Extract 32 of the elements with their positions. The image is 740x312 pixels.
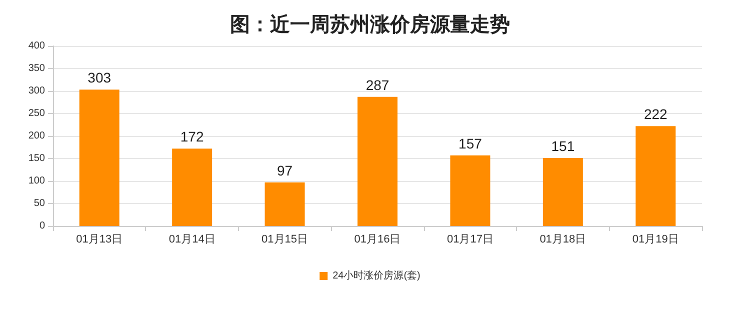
bar: [172, 148, 212, 226]
data-label: 287: [366, 76, 390, 93]
y-tick-label: 100: [28, 176, 46, 186]
x-tick-label: 01月14日: [168, 234, 216, 246]
x-tick-label: 01月15日: [262, 234, 308, 246]
x-tick-label: 01月17日: [446, 234, 494, 246]
y-tick-label: 400: [28, 40, 46, 52]
y-tick-label: 150: [28, 153, 46, 164]
chart-title: 图：近一周苏州涨价房源量走势: [230, 13, 510, 36]
data-label: 97: [276, 162, 293, 178]
y-tick-label: 350: [28, 63, 46, 74]
x-tick-label: 01月13日: [76, 234, 123, 246]
bar: [358, 96, 398, 226]
bar: [79, 90, 120, 226]
bar: [450, 155, 490, 226]
data-label: 222: [644, 106, 668, 122]
bar: [264, 182, 305, 226]
y-tick-label: 250: [28, 108, 46, 119]
y-tick-label: 200: [28, 130, 46, 142]
y-tick-label: 50: [34, 198, 46, 209]
data-label: 172: [180, 128, 204, 145]
data-label: 303: [88, 70, 112, 86]
bar: [636, 126, 676, 226]
data-label: 151: [551, 138, 575, 154]
legend-label: 24小时涨价房源(套): [332, 270, 420, 282]
x-tick-label: 01月18日: [540, 234, 586, 246]
y-tick-label: 0: [39, 220, 46, 232]
y-tick-label: 300: [28, 86, 46, 96]
data-label: 157: [458, 135, 482, 152]
x-tick-label: 01月16日: [354, 234, 401, 246]
x-tick-label: 01月19日: [632, 234, 679, 246]
bar: [542, 158, 583, 226]
